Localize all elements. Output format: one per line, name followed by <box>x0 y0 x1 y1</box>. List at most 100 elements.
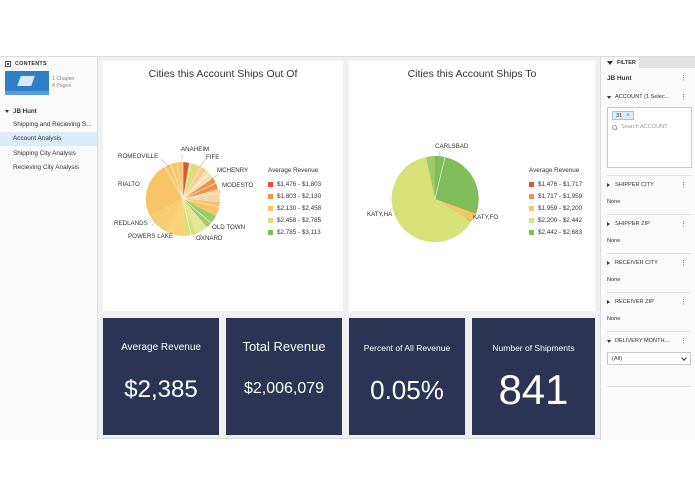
tree-item-account-analysis[interactable]: Account Analysis <box>0 131 97 146</box>
account-chip-label: 31 <box>616 112 623 119</box>
contents-panel: CONTENTS 1 Chapter 4 Pages JB Hunt Shipp… <box>0 57 98 440</box>
account-filter-header[interactable]: ACCOUNT (1 Selec... <box>607 94 669 100</box>
filter-delivery-month[interactable]: DELIVERY MONTH... ⋮ (All) <box>607 331 691 387</box>
legend-item[interactable]: $1,959 - $2,200 <box>529 205 582 212</box>
account-search[interactable]: Search ACCOUNT <box>612 124 668 130</box>
filter-label: SHIPPER CITY <box>615 182 654 188</box>
filter-value: None <box>607 316 621 322</box>
legend-swatch <box>268 218 273 223</box>
legend-swatch <box>529 206 534 211</box>
filter-shipper-zip[interactable]: SHIPPER ZIP ⋮ None <box>607 214 691 253</box>
kpi-percent-of-all-revenue[interactable]: Percent of All Revenue 0.05% <box>349 318 465 435</box>
city-label-rialto: RIALTO <box>118 181 140 188</box>
tree-item-shipping-and-recieving[interactable]: Shipping and Recieving S... <box>13 120 92 128</box>
caret-down-icon <box>607 95 611 99</box>
filter-shipper-city[interactable]: SHIPPER CITY ⋮ None <box>607 175 691 214</box>
chevron-down-icon <box>681 355 687 361</box>
account-filter-box[interactable]: 31 × Search ACCOUNT <box>607 107 692 168</box>
kebab-icon[interactable]: ⋮ <box>680 182 687 189</box>
chapter-count: 1 Chapter <box>52 76 75 82</box>
filter-value: None <box>607 277 621 283</box>
legend-item[interactable]: $2,200 - $2,442 <box>529 217 582 224</box>
pie-slice[interactable] <box>435 199 476 222</box>
legend-item[interactable]: $2,442 - $2,683 <box>529 229 582 236</box>
group-menu-kebab-icon[interactable]: ⋮ <box>680 75 687 82</box>
pie-slice[interactable] <box>183 199 220 216</box>
legend-item[interactable]: $2,130 - $2,458 <box>268 205 321 212</box>
pie-slice[interactable] <box>145 161 183 216</box>
pie-slice[interactable] <box>183 199 196 236</box>
city-label-anaheim: ANAHEIM <box>181 146 210 153</box>
kpi-number-of-shipments[interactable]: Number of Shipments 841 <box>472 318 595 435</box>
pie-slice[interactable] <box>183 178 218 199</box>
legend-item[interactable]: $1,803 - $2,130 <box>268 193 321 200</box>
legend-label: $2,785 - $3,113 <box>277 229 321 236</box>
filter-label: DELIVERY MONTH... <box>615 338 670 344</box>
kebab-icon[interactable]: ⋮ <box>680 221 687 228</box>
caret-right-icon <box>607 222 610 226</box>
kpi-total-revenue[interactable]: Total Revenue $2,006,079 <box>226 318 342 435</box>
legend-label: $2,458 - $2,785 <box>277 217 322 224</box>
kpi-average-revenue[interactable]: Average Revenue $2,385 <box>103 318 219 435</box>
filter-label: SHIPPER ZIP <box>615 221 650 227</box>
pie-slice[interactable] <box>167 199 185 237</box>
pie-slice[interactable] <box>183 165 206 199</box>
pie-slice[interactable] <box>183 163 197 199</box>
legend-item[interactable]: $2,785 - $3,113 <box>268 229 321 236</box>
filter-group-title: JB Hunt <box>607 75 632 82</box>
kpi-value: 841 <box>498 366 569 413</box>
legend-item[interactable]: $1,476 - $1,803 <box>268 181 321 188</box>
pie-slice[interactable] <box>183 189 221 202</box>
delivery-month-select[interactable]: (All) <box>607 352 691 365</box>
pie-slice[interactable] <box>426 156 435 199</box>
legend-swatch <box>268 230 273 235</box>
kebab-icon[interactable]: ⋮ <box>680 299 687 306</box>
legend-item[interactable]: $1,476 - $1,717 <box>529 181 582 188</box>
chip-remove-icon[interactable]: × <box>626 112 630 119</box>
workbook-thumbnail[interactable] <box>5 71 49 95</box>
legend-swatch <box>268 206 273 211</box>
filter-value: None <box>607 199 621 205</box>
city-label-katy-ha: KATY,HA <box>367 211 393 218</box>
tree-item-shipping-city-analysis[interactable]: Shipping City Analysis <box>13 149 76 157</box>
kpi-value: 0.05% <box>370 375 444 405</box>
legend-swatch <box>529 218 534 223</box>
pie-slice[interactable] <box>183 162 189 199</box>
kpi-title: Total Revenue <box>242 339 326 354</box>
legend-item[interactable]: $1,717 - $1,959 <box>529 193 582 200</box>
kebab-icon[interactable]: ⋮ <box>680 260 687 267</box>
filter-receiver-zip[interactable]: RECEIVER ZIP ⋮ None <box>607 292 691 331</box>
pie-slice[interactable] <box>391 157 471 243</box>
tree-item-recieving-city-analysis[interactable]: Recieving City Analysis <box>13 164 80 172</box>
workbook-meta: 1 Chapter 4 Pages <box>52 76 75 90</box>
account-search-input[interactable]: Search ACCOUNT <box>621 124 668 130</box>
filter-panel: FILTER JB Hunt ⋮ ACCOUNT (1 Selec... ⋮ 3… <box>600 57 695 440</box>
account-menu-kebab-icon[interactable]: ⋮ <box>680 94 687 101</box>
contents-title: CONTENTS <box>15 61 47 67</box>
pie-slice[interactable] <box>183 199 207 234</box>
tree-root-jb-hunt[interactable]: JB Hunt <box>0 105 97 117</box>
legend-swatch <box>268 182 273 187</box>
city-label-powers-lake: POWERS LAKE <box>128 233 174 240</box>
kebab-icon[interactable]: ⋮ <box>680 338 687 345</box>
tree-root-label: JB Hunt <box>13 107 37 115</box>
select-value: (All) <box>612 355 622 362</box>
pie-slice[interactable] <box>150 199 183 232</box>
city-label-old-town: OLD TOWN <box>212 224 246 231</box>
legend-label: $1,959 - $2,200 <box>538 205 583 212</box>
kpi-value: $2,385 <box>124 376 198 403</box>
legend-item[interactable]: $2,458 - $2,785 <box>268 217 321 224</box>
filter-receiver-city[interactable]: RECEIVER CITY ⋮ None <box>607 253 691 292</box>
city-label-redlands: REDLANDS <box>114 220 148 227</box>
kpi-title: Percent of All Revenue <box>363 343 451 353</box>
city-label-fife: FIFE <box>206 154 220 161</box>
contents-header: CONTENTS <box>0 57 97 71</box>
account-filter-label: ACCOUNT (1 Selec... <box>615 94 670 100</box>
caret-right-icon <box>607 183 610 187</box>
pie-chart-ships-out-of[interactable] <box>103 61 343 311</box>
workbook-thumbnail-row[interactable]: 1 Chapter 4 Pages <box>0 71 97 95</box>
pie-slice[interactable] <box>435 155 479 214</box>
page-count: 4 Pages <box>52 83 72 89</box>
account-chip[interactable]: 31 × <box>612 111 634 120</box>
pie-chart-ships-to[interactable] <box>349 61 595 311</box>
